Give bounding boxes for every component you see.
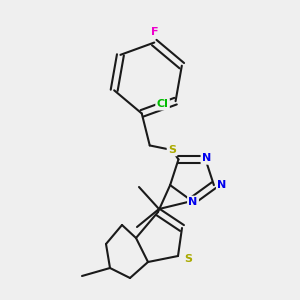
Text: S: S [184, 254, 192, 264]
Text: N: N [217, 180, 226, 190]
Text: S: S [168, 145, 176, 155]
Text: N: N [202, 153, 211, 164]
Text: Cl: Cl [157, 99, 169, 109]
Text: F: F [151, 26, 158, 37]
Text: N: N [188, 197, 198, 207]
